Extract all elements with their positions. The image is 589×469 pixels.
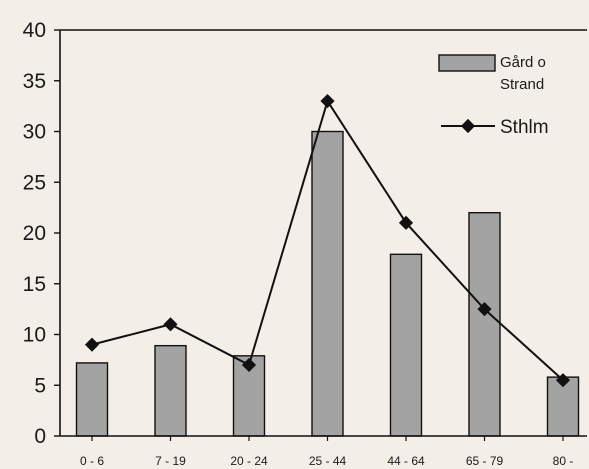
bar <box>468 211 501 437</box>
bar <box>311 130 344 437</box>
line-point <box>555 373 571 388</box>
x-tick-label: 80 - <box>553 454 574 468</box>
x-tick-label: 65 - 79 <box>466 454 504 468</box>
legend-bar-label-line2: Strand <box>500 76 544 93</box>
bars <box>75 130 580 437</box>
bar <box>154 344 187 437</box>
y-tick-label: 0 <box>34 425 46 448</box>
y-tick-label: 5 <box>34 374 46 397</box>
line-point <box>241 357 257 373</box>
x-tick-label: 25 - 44 <box>309 454 347 468</box>
x-tick-label: 0 - 6 <box>80 454 104 468</box>
line-series <box>84 93 571 388</box>
y-tick-label: 20 <box>23 222 46 245</box>
y-tick-label: 25 <box>23 171 46 194</box>
y-tick-label: 35 <box>23 70 46 93</box>
line-point <box>477 302 492 317</box>
legend-bar-label-line1: Gård o <box>500 54 546 71</box>
axes <box>59 29 587 437</box>
line-point <box>163 317 178 332</box>
legend: Gård o Strand Sthlm <box>438 54 549 138</box>
y-tick-label: 40 <box>23 19 46 42</box>
line-point <box>320 93 335 109</box>
bar <box>232 355 266 437</box>
x-axis-ticks: 0 - 6 7 - 19 20 - 24 25 - 44 44 - 64 65 - 79 8… <box>80 436 573 468</box>
legend-line-marker <box>460 118 476 134</box>
x-tick-label: 7 - 19 <box>155 454 186 468</box>
line-point <box>84 337 100 352</box>
y-tick-label: 10 <box>23 324 46 347</box>
y-tick-label: 15 <box>23 273 46 296</box>
y-axis-ticks: 0 5 10 15 20 25 30 35 40 <box>23 19 60 448</box>
line-point <box>398 215 414 230</box>
legend-bar-swatch <box>438 54 496 72</box>
x-tick-label: 20 - 24 <box>230 454 268 468</box>
bar <box>75 362 109 437</box>
legend-line-label: Sthlm <box>500 117 549 138</box>
y-tick-label: 30 <box>23 121 46 144</box>
x-tick-label: 44 - 64 <box>387 454 425 468</box>
bar <box>389 253 423 437</box>
